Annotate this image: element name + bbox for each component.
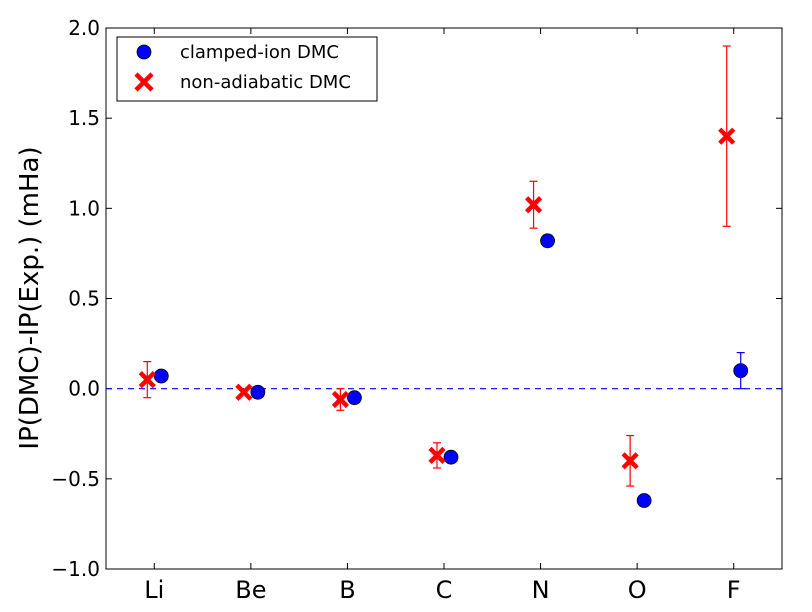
data-point (428, 446, 446, 464)
legend-marker-x (134, 72, 154, 92)
data-point (621, 452, 639, 470)
x-tick-label: O (628, 576, 647, 604)
x-tick-label: Be (235, 576, 266, 604)
legend-marker-circle (136, 44, 152, 60)
x-tick-label: B (339, 576, 355, 604)
data-point (138, 371, 156, 389)
x-tick-label: N (532, 576, 550, 604)
data-point-stroke (331, 390, 350, 409)
data-point (718, 127, 736, 145)
data-point-stroke (718, 127, 736, 145)
data-point-stroke (621, 452, 639, 470)
data-point (331, 390, 350, 409)
legend-entry-label: non-adiabatic DMC (180, 72, 351, 93)
plot-frame (105, 27, 783, 570)
x-tick-label: F (727, 576, 741, 604)
data-point (733, 363, 749, 379)
data-point (524, 196, 543, 214)
axes: −1.0 −0.5 0.0 0.5 1.0 1.5 2.0 Li Be B C N O F (51, 16, 783, 604)
x-tick-label: C (436, 576, 453, 604)
y-tick-label: 1.5 (68, 106, 100, 130)
data-point (540, 233, 555, 249)
legend-entry-label: clamped-ion DMC (180, 42, 339, 63)
data-point-stroke (524, 196, 543, 214)
y-tick-label: 2.0 (68, 16, 100, 40)
data-point (235, 383, 253, 401)
legend: clamped-ion DMC non-adiabatic DMC (116, 36, 378, 102)
data-point (250, 384, 266, 400)
y-axis-label: IP(DMC)-IP(Exp.) (mHa) (15, 146, 45, 449)
y-tick-label: −0.5 (51, 467, 100, 491)
data-point (347, 390, 362, 406)
series-non-adiabatic (138, 45, 736, 487)
series-clamped-ion (153, 233, 749, 508)
data-point-stroke (235, 383, 253, 401)
y-tick-label: 0.0 (68, 377, 100, 401)
legend-box (116, 36, 378, 102)
y-tick-label: 1.0 (68, 196, 100, 220)
series-group (138, 45, 749, 508)
y-tick-label: 0.5 (68, 287, 100, 311)
data-point (636, 493, 652, 508)
y-tick-label: −1.0 (51, 557, 100, 581)
data-point-stroke (138, 371, 156, 389)
data-point (443, 449, 459, 465)
x-tick-label: Li (144, 576, 164, 604)
data-point (153, 368, 169, 384)
data-point-stroke (428, 446, 446, 464)
